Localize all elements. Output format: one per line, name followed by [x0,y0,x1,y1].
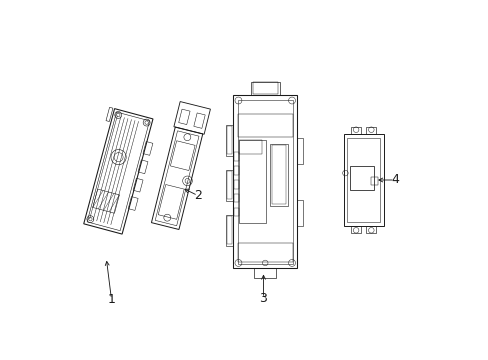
Text: 3: 3 [259,292,267,305]
Text: 1: 1 [107,293,115,306]
Bar [225,170,233,201]
Bar [237,243,292,262]
Bar [239,140,266,223]
Bar [234,180,239,189]
Bar [366,226,375,233]
Bar [269,144,287,206]
Bar [234,152,239,161]
Bar [350,127,360,134]
Bar [297,138,303,163]
Bar [234,166,239,175]
Bar [370,176,378,185]
Text: 4: 4 [390,174,398,186]
Bar [225,215,233,246]
Bar [271,145,285,204]
Bar [226,171,231,199]
Bar [297,200,303,226]
Bar [226,126,231,154]
Bar [225,125,233,156]
Bar [349,166,373,190]
Text: 2: 2 [194,189,202,202]
Bar [237,114,292,137]
Bar [239,140,262,154]
Bar [254,268,276,279]
Bar [366,127,375,134]
Bar [250,82,279,95]
Bar [252,82,277,94]
Bar [226,216,231,244]
Bar [234,208,239,216]
Bar [234,194,239,202]
Bar [350,226,360,233]
